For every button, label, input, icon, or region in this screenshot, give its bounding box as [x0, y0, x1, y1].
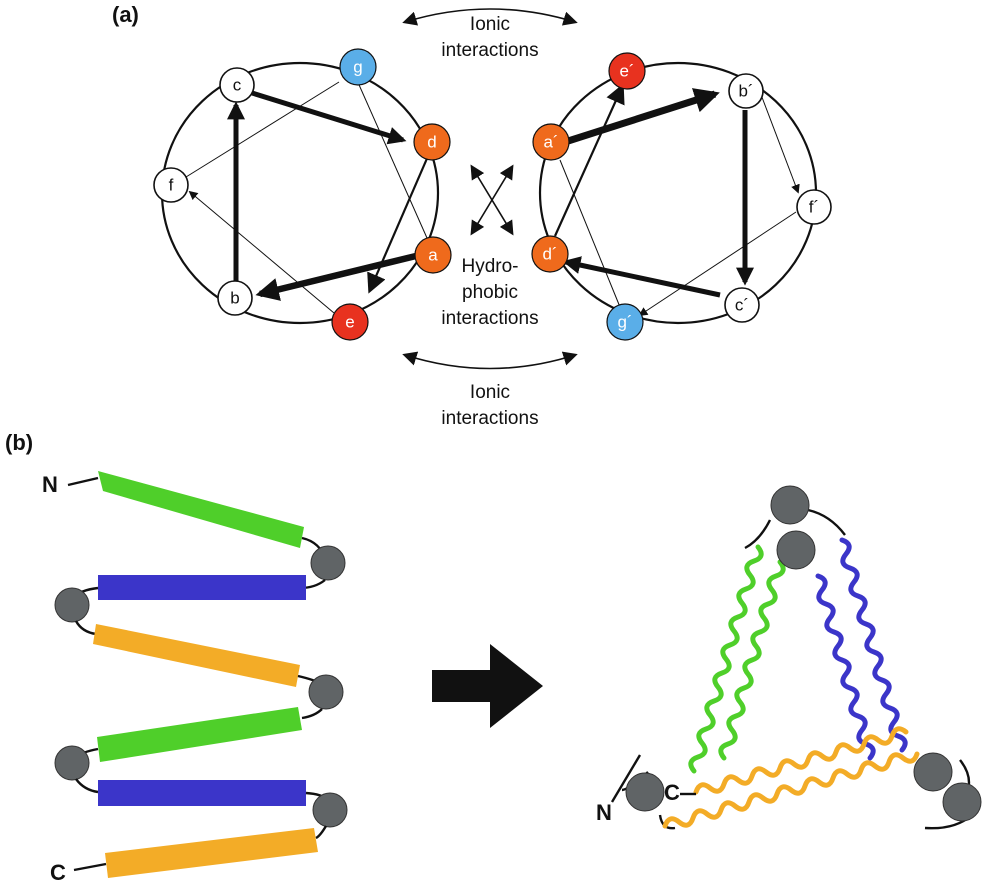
svg-text:c´: c´	[735, 296, 749, 315]
transition-arrow	[432, 644, 543, 728]
linker-bead	[776, 530, 816, 570]
residue-d: d	[413, 123, 451, 161]
green-helix-inner	[718, 559, 786, 761]
svg-text:f: f	[169, 176, 174, 195]
panel-b-label: (b)	[5, 430, 33, 455]
linker-bead	[625, 772, 665, 812]
cross-arrows	[470, 164, 514, 236]
wheel-right-connections	[553, 83, 800, 316]
wheel-right-residues: e´ b´ f´ c´ g´ d´	[531, 52, 832, 341]
residue-e-prime: e´	[608, 52, 646, 90]
linker-loop	[301, 708, 323, 720]
ionic-bottom-label-1: Ionic	[470, 382, 510, 403]
ionic-top-arrow	[402, 8, 578, 26]
c-terminus-3d-label: C	[664, 780, 680, 805]
ionic-bottom-arrow	[402, 351, 578, 370]
orange-helix-upper	[693, 726, 909, 795]
blue-helix-inner	[815, 573, 876, 761]
linker-bead	[312, 792, 348, 828]
svg-text:g: g	[353, 58, 362, 77]
linker-bead	[770, 485, 810, 525]
hydrophobic-label-2: phobic	[462, 282, 518, 303]
residue-a-prime: a´	[532, 123, 570, 161]
linker-bead	[308, 674, 344, 710]
green-helix-outer	[688, 544, 764, 774]
helix-segment-orange-2	[105, 828, 318, 878]
residue-b: b	[217, 280, 253, 316]
svg-text:a´: a´	[543, 133, 558, 152]
orange-helix-lower	[662, 751, 920, 829]
residue-b-prime: b´	[728, 73, 764, 109]
linker-loop	[807, 508, 846, 536]
ionic-bottom-label-2: interactions	[441, 408, 538, 429]
residue-a: a	[414, 236, 452, 274]
helix-segment-blue-2	[98, 780, 306, 806]
svg-text:e´: e´	[619, 62, 634, 81]
linker-bead	[54, 745, 90, 781]
helical-wheel-right: e´ b´ f´ c´ g´ d´	[531, 52, 832, 341]
svg-text:f´: f´	[809, 198, 819, 217]
triangle-assembly: N C	[596, 485, 982, 830]
n-terminus-label: N	[42, 472, 58, 497]
residue-f-prime: f´	[796, 189, 832, 225]
svg-text:d´: d´	[542, 245, 557, 264]
hydrophobic-label-1: Hydro-	[461, 256, 518, 277]
helix-segment-green-2	[97, 707, 302, 762]
residue-g: g	[339, 48, 377, 86]
ionic-top-label-1: Ionic	[470, 14, 510, 35]
linker-bead	[942, 782, 982, 822]
svg-text:d: d	[427, 133, 436, 152]
residue-c: c	[219, 67, 255, 103]
helix-segment-blue-1	[98, 575, 306, 600]
linker-loop	[744, 519, 772, 550]
helix-segment-orange-1	[93, 624, 300, 687]
linker-bead	[310, 545, 346, 581]
svg-text:g´: g´	[617, 313, 632, 332]
linker-bead	[54, 587, 90, 623]
n-terminus-3d-label: N	[596, 800, 612, 825]
linker-loop	[74, 620, 97, 636]
c-terminus-label: C	[50, 860, 66, 885]
svg-text:b: b	[230, 289, 239, 308]
helix-segment-green-1	[98, 471, 304, 548]
linker-bead	[913, 752, 953, 792]
linker-loop	[75, 778, 99, 794]
helical-wheel-left: c g d a e b f	[153, 48, 452, 341]
svg-text:a: a	[428, 246, 438, 265]
wheel-left-connections	[185, 77, 437, 314]
residue-g-prime: g´	[606, 303, 644, 341]
svg-text:e: e	[345, 313, 354, 332]
residue-d-prime: d´	[531, 235, 569, 273]
residue-e: e	[331, 303, 369, 341]
svg-text:b´: b´	[738, 82, 753, 101]
svg-text:c: c	[233, 76, 242, 95]
hydrophobic-label-3: interactions	[441, 308, 538, 329]
panel-a-label: (a)	[112, 2, 139, 27]
ionic-top-label-2: interactions	[441, 40, 538, 61]
wheel-left-residues: c g d a e b f	[153, 48, 452, 341]
residue-c-prime: c´	[724, 287, 760, 323]
blue-helix-outer	[839, 537, 908, 753]
linker-loop	[315, 825, 328, 840]
residue-f: f	[153, 167, 189, 203]
linear-construct: N C	[42, 471, 348, 885]
